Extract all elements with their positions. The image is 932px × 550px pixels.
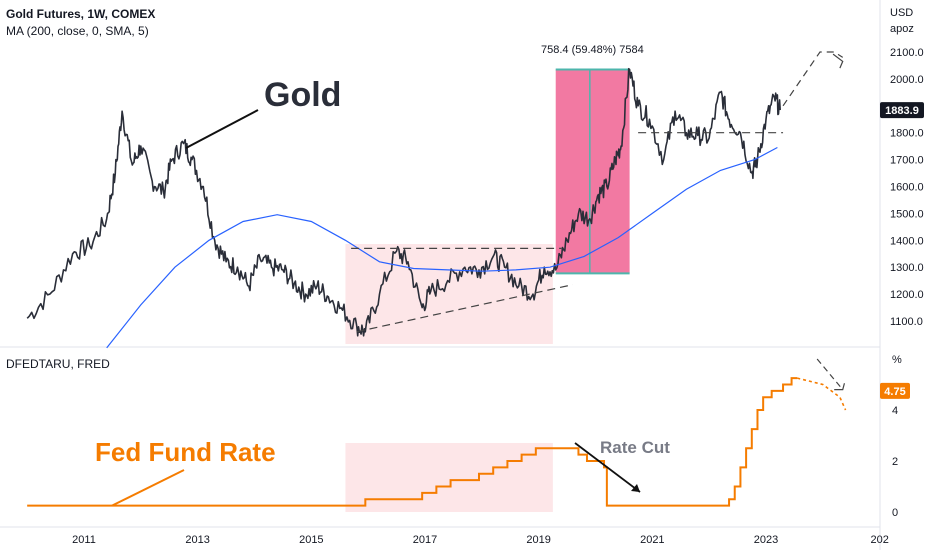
measure-box [555, 69, 630, 274]
price-badge-text: 1883.9 [885, 105, 919, 117]
rate-badge [880, 382, 910, 399]
chart-title: Gold Futures, 1W, COMEX [6, 7, 155, 21]
price-tick-label: 1800.0 [890, 128, 924, 140]
projection-arrowhead [832, 53, 844, 69]
measure-label: 758.4 (59.48%) 7584 [541, 44, 644, 56]
time-tick-label: 2013 [185, 534, 209, 546]
rate-badge-text: 4.75 [884, 386, 905, 398]
indicator-label: MA (200, close, 0, SMA, 5) [6, 24, 149, 38]
lower-pane-title: DFEDTARU, FRED [6, 357, 110, 371]
price-tick-label: 1300.0 [890, 262, 924, 274]
rate-tick-label: 4 [892, 405, 898, 417]
price-tick-label: 1100.0 [890, 316, 923, 328]
rate-cut-arrowhead [631, 484, 640, 492]
price-tick-label: 2100.0 [890, 47, 924, 59]
price-tick-label: 1200.0 [890, 289, 924, 301]
gold-annotation: Gold [264, 76, 342, 114]
rate-tick-label: 0 [892, 507, 898, 519]
rate-projection-arrowhead [834, 383, 846, 391]
price-axis-unit: USD [890, 7, 913, 19]
price-tick-label: 1700.0 [890, 155, 924, 167]
gold-price-line [26, 67, 781, 337]
symbol-label: Gold Futures, 1W, COMEX [6, 7, 156, 21]
rate-cut-annotation: Rate Cut [600, 438, 670, 457]
time-tick-label: 2015 [299, 534, 323, 546]
price-tick-label: 1600.0 [890, 182, 924, 194]
time-tick-label: 202 [870, 534, 888, 546]
fed-pointer-line [111, 469, 185, 507]
time-tick-label: 2021 [640, 534, 664, 546]
support-trend-dashed-line [356, 284, 573, 333]
consolidation-zone-upper [345, 244, 553, 344]
fed-rate-annotation: Fed Fund Rate [95, 437, 276, 467]
price-tick-label: 2000.0 [890, 74, 924, 86]
price-tick-label: 1400.0 [890, 235, 924, 247]
time-tick-label: 2019 [526, 534, 550, 546]
time-tick-label: 2023 [754, 534, 778, 546]
price-axis-unit-secondary: apoz [890, 23, 914, 35]
moving-average-line [106, 146, 778, 349]
rate-projection-arrow [816, 358, 844, 390]
time-tick-label: 2017 [413, 534, 437, 546]
time-tick-label: 2011 [72, 534, 96, 546]
gold-pointer-line [185, 109, 259, 149]
price-badge [880, 102, 924, 119]
rate-tick-label: 2 [892, 456, 898, 468]
projection-dashed-arrow [782, 51, 844, 107]
rate-axis-unit: % [892, 354, 902, 366]
rate-cut-arrow-line [574, 442, 641, 493]
consolidation-zone-lower [345, 443, 553, 512]
fed-rate-projection [797, 377, 847, 411]
price-tick-label: 1500.0 [890, 208, 924, 220]
